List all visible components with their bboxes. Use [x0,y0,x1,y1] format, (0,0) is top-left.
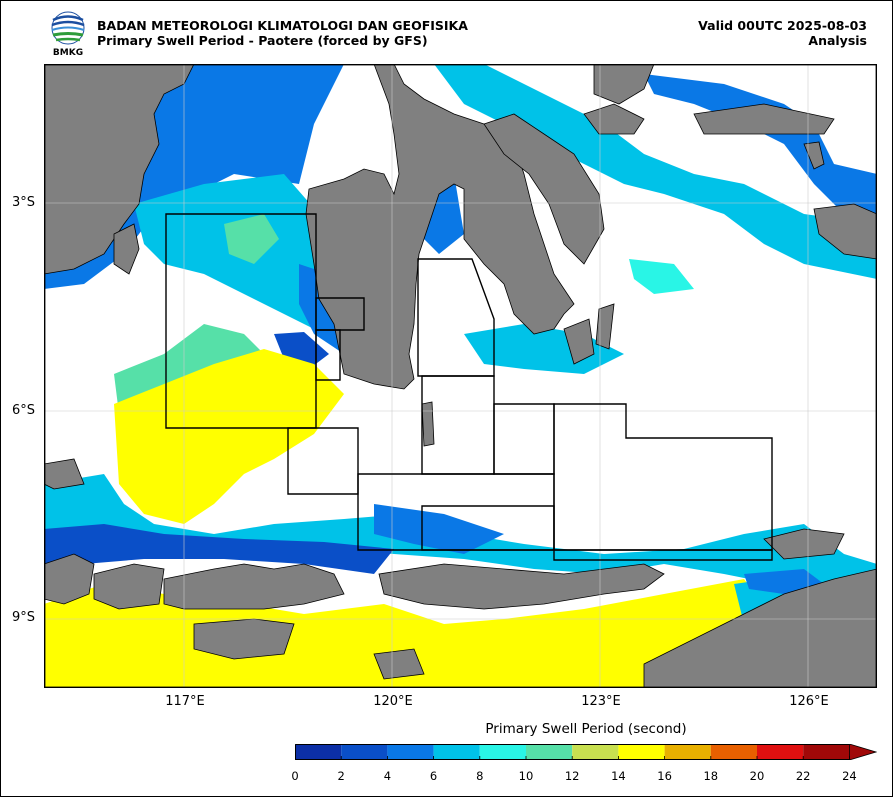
colorbar-segment [479,744,526,760]
field-blue-south-2 [374,504,504,554]
header-left: BADAN METEOROLOGI KLIMATOLOGI DAN GEOFIS… [97,18,468,48]
land-java-east [44,458,85,490]
colorbar-segment [757,744,804,760]
colorbar-tick-label: 8 [476,769,484,783]
colorbar-tick-label: 22 [795,769,811,783]
product-subtitle: Primary Swell Period - Paotere (forced b… [97,33,428,48]
land-sumbawa [93,563,165,610]
field-cyan-north [134,174,344,344]
lon-label-117e: 117°E [165,694,205,709]
map-border [44,64,877,688]
colorbar-segment [433,744,480,760]
analysis-label: Analysis [808,33,867,48]
field-aqua-east [629,259,694,294]
lon-label-126e: 126°E [789,694,829,709]
land-seram [693,103,835,135]
colorbar-segment [341,744,388,760]
colorbar-title: Primary Swell Period (second) [485,721,687,737]
agency-title: BADAN METEOROLOGI KLIMATOLOGI DAN GEOFIS… [97,18,468,33]
colorbar-extend-arrow [849,744,877,760]
lon-label-120e: 120°E [373,694,413,709]
colorbar-segment [710,744,757,760]
colorbar-segment [295,744,342,760]
colorbar-tick-label: 20 [749,769,765,783]
land-savu [373,648,425,680]
land-peleng [583,103,645,135]
colorbar-tick-label: 0 [291,769,299,783]
field-yellow-west [114,349,344,524]
colorbar-tick-label: 14 [611,769,626,783]
colorbar-tick-label: 10 [518,769,534,783]
land-kalimantan-tip [113,223,140,275]
colorbar-segment [387,744,434,760]
zone-sulawesi-w-2 [315,329,341,381]
bmkg-logo: BMKG [51,11,85,57]
field-blue-ne [644,74,877,224]
colorbar-tick-label: 24 [842,769,857,783]
land [44,64,877,688]
colorbar-segment [803,744,850,760]
colorbar-segment [572,744,619,760]
land-bali-lombok [44,553,95,605]
lon-label-123e: 123°E [581,694,621,709]
zone-bone-gulf [417,258,495,377]
land-buru [803,141,825,170]
forecast-zones [165,213,773,561]
lat-label-6s: 6°S [12,403,36,418]
valid-time: Valid 00UTC 2025-08-03 [698,18,867,33]
land-buton [563,318,595,365]
colorbar-tick-label: 6 [429,769,438,783]
field-blue-south [44,524,394,574]
land-selayar [421,401,435,447]
gridlines [44,64,877,688]
swell-period-map [44,64,877,688]
land-alor [763,528,845,560]
colorbar-tick-label: 4 [383,769,392,783]
colorbar-tick-label: 16 [657,769,672,783]
logo-text: BMKG [53,48,83,57]
land-maluku [593,64,655,105]
field-cyan-ne [434,64,877,279]
colorbar-segment [664,744,711,760]
land-muna [595,303,615,350]
land-flores [378,563,665,610]
colorbar [295,744,877,760]
colorbar-tick-label: 18 [703,769,719,783]
land-sumba [193,618,295,660]
colorbar-tick-label: 12 [564,769,580,783]
land-sulawesi-north [483,113,605,265]
lat-label-3s: 3°S [12,195,36,210]
zone-sawu [553,549,773,561]
header-right: Valid 00UTC 2025-08-03 Analysis [698,18,867,48]
zone-sulawesi-w-1 [315,297,365,331]
colorbar-segment [618,744,665,760]
colorbar-tick-label: 2 [337,769,345,783]
lat-label-9s: 9°S [12,610,36,625]
field-teal-north [224,214,279,264]
land-east-islands [813,203,877,260]
colorbar-segment [526,744,573,760]
